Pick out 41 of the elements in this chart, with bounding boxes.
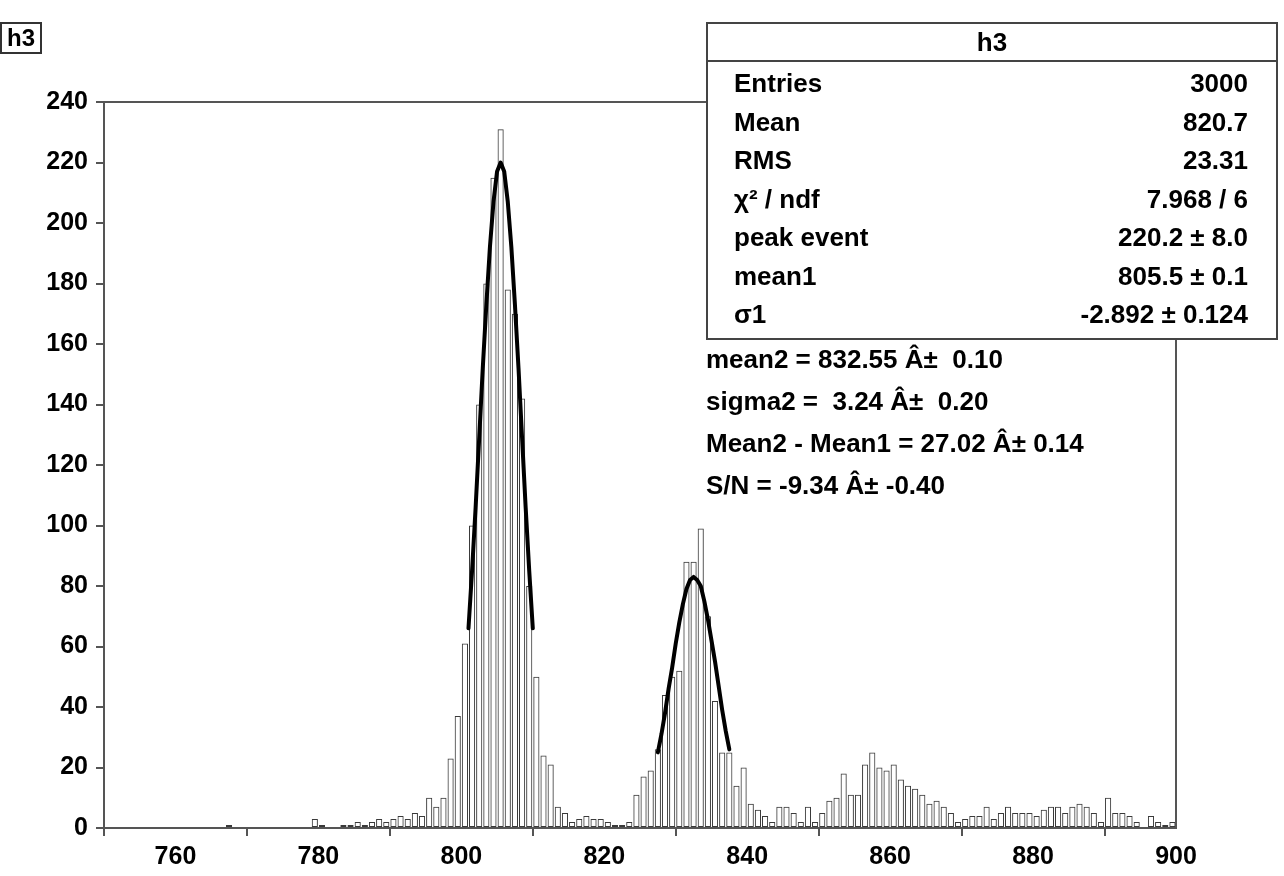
y-tick-label: 140: [46, 388, 88, 417]
text: 820.7: [1182, 105, 1248, 139]
annotation: mean1: [734, 259, 817, 293]
text: 23.31: [1182, 144, 1248, 177]
y-tick-label: 120: [46, 448, 88, 477]
x-tick-label: 840: [726, 840, 769, 869]
x-tick-label: 860: [869, 840, 911, 869]
annotation: 805.5 ± 0.1: [1118, 259, 1248, 293]
y-tick-label: 0: [74, 811, 88, 840]
annotation: Mean: [734, 105, 801, 139]
y-tick-label: 20: [60, 751, 88, 780]
x-tick-label: 900: [1155, 840, 1197, 869]
text: 3000: [1190, 67, 1248, 100]
y-tick-label: 80: [60, 569, 88, 598]
annotation: Mean2 - Mean1 = 27.02 Â± 0.14: [706, 427, 1084, 460]
chart-title: h3: [0, 22, 43, 54]
annotation: σ1: [734, 298, 767, 331]
y-tick-label: 100: [46, 509, 88, 538]
text: h3: [708, 24, 1276, 62]
x-tick-label: 880: [1012, 840, 1054, 869]
annotation: sigma2 = 3.24 Â± 0.20: [706, 385, 990, 418]
annotation: -2.892 ± 0.124: [1080, 298, 1248, 331]
annotation: RMS: [734, 144, 792, 177]
annotation: peak event: [734, 221, 869, 254]
y-tick-label: 200: [46, 206, 88, 235]
y-tick-label: 180: [46, 267, 88, 296]
x-tick-label: 820: [583, 840, 626, 869]
x-tick-label: 780: [297, 840, 340, 869]
annotation: 220.2 ± 8.0: [1118, 221, 1248, 254]
annotation: S/N = -9.34 Â± -0.40: [706, 469, 946, 502]
y-tick-label: 60: [60, 630, 88, 659]
y-tick-label: 40: [60, 690, 88, 719]
y-tick-label: 220: [46, 146, 88, 175]
annotation: mean2 = 832.55 Â± 0.10: [706, 343, 1004, 376]
text: Entries: [734, 67, 823, 100]
x-tick-label: 800: [440, 840, 483, 869]
annotation: χ² / ndf: [734, 182, 820, 216]
y-tick-label: 240: [46, 85, 88, 114]
y-tick-label: 160: [46, 327, 88, 356]
annotation: 7.968 / 6: [1146, 182, 1248, 216]
x-tick-label: 760: [154, 840, 197, 869]
